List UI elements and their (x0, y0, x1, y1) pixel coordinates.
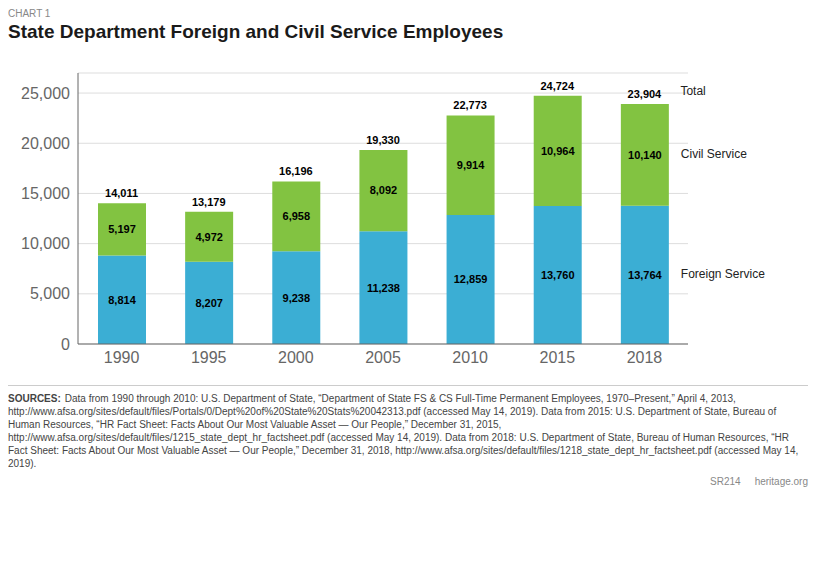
svg-text:24,724: 24,724 (540, 80, 575, 92)
svg-text:2018: 2018 (627, 349, 663, 366)
svg-text:25,000: 25,000 (21, 85, 70, 102)
svg-text:8,814: 8,814 (108, 294, 136, 306)
svg-text:11,238: 11,238 (367, 282, 400, 294)
svg-text:1990: 1990 (104, 349, 140, 366)
svg-text:13,764: 13,764 (628, 269, 663, 281)
svg-text:5,000: 5,000 (30, 285, 70, 302)
svg-text:22,773: 22,773 (453, 99, 487, 111)
svg-text:Total: Total (680, 84, 705, 98)
svg-text:12,859: 12,859 (454, 273, 488, 285)
svg-text:9,238: 9,238 (283, 292, 311, 304)
svg-text:2005: 2005 (365, 349, 401, 366)
svg-text:Foreign Service: Foreign Service (681, 267, 765, 281)
svg-text:16,196: 16,196 (279, 165, 313, 177)
svg-text:Civil Service: Civil Service (681, 147, 747, 161)
html-text:CHART 1: CHART 1 (8, 8, 51, 19)
svg-text:6,958: 6,958 (283, 210, 311, 222)
svg-text:19,330: 19,330 (366, 134, 400, 146)
svg-text:13,179: 13,179 (192, 196, 226, 208)
svg-text:13,760: 13,760 (541, 269, 575, 281)
html-text:SOURCES: Data from 1990 throug: SOURCES: Data from 1990 through 2010: U.… (8, 393, 799, 469)
svg-text:10,140: 10,140 (628, 149, 662, 161)
svg-text:5,197: 5,197 (108, 223, 136, 235)
svg-text:2015: 2015 (539, 349, 575, 366)
svg-text:2010: 2010 (452, 349, 488, 366)
svg-text:8,207: 8,207 (195, 297, 223, 309)
svg-text:2000: 2000 (278, 349, 314, 366)
html-text:heritage.org: heritage.org (754, 476, 808, 487)
svg-text:14,011: 14,011 (105, 187, 138, 199)
svg-text:1995: 1995 (191, 349, 227, 366)
html-text:SR214: SR214 (710, 476, 741, 487)
svg-text:15,000: 15,000 (21, 185, 70, 202)
svg-text:20,000: 20,000 (21, 135, 70, 152)
svg-text:10,964: 10,964 (541, 145, 576, 157)
svg-text:8,092: 8,092 (370, 184, 398, 196)
svg-text:23,904: 23,904 (628, 88, 663, 100)
svg-text:10,000: 10,000 (21, 235, 70, 252)
html-text:State Department Foreign and C: State Department Foreign and Civil Servi… (8, 21, 504, 42)
svg-text:4,972: 4,972 (195, 231, 223, 243)
svg-text:9,914: 9,914 (457, 159, 485, 171)
svg-text:0: 0 (61, 336, 70, 353)
